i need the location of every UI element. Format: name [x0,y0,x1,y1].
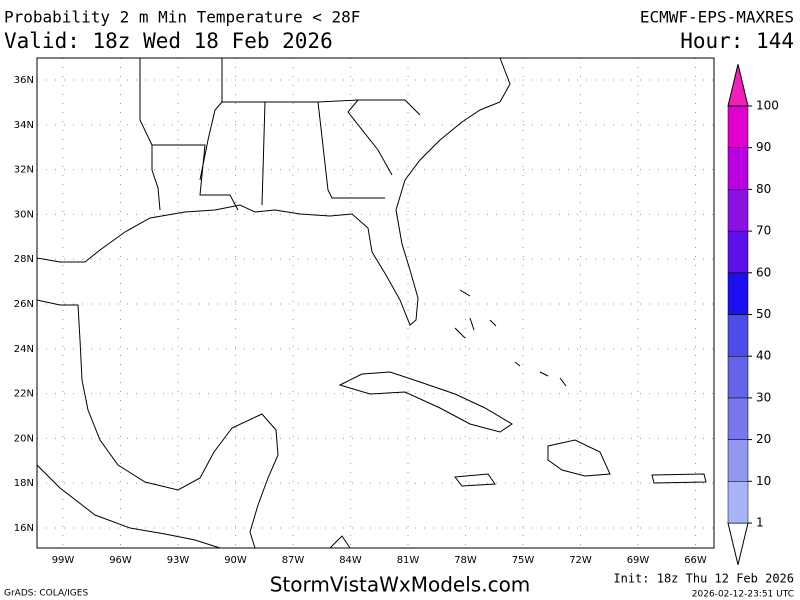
colorbar-segment [727,105,749,148]
lat-label: 22N [14,389,34,400]
lat-label: 16N [14,523,34,534]
colorbar-low-triangle [727,522,749,565]
colorbar-segment [727,314,749,357]
colorbar-tick-label: 10 [756,474,771,488]
coastlines [36,57,707,549]
lat-label: 32N [14,165,34,176]
colorbar-tick-label: 90 [756,140,771,154]
lon-label: 72W [569,555,592,566]
grads-credit: GrADS: COLA/IGES [4,589,88,599]
site-name: StormVistaWxModels.com [270,573,531,597]
colorbar-segment [727,481,749,524]
lon-label: 66W [684,555,707,566]
lon-label: 78W [454,555,477,566]
valid-time: Valid: 18z Wed 18 Feb 2026 [4,29,333,53]
colorbar-tick-label: 70 [756,224,771,238]
colorbar-tick-label: 50 [756,307,771,321]
lat-label: 20N [14,433,34,444]
colorbar-segment [727,439,749,482]
title: Probability 2 m Min Temperature < 28F [4,8,360,27]
colorbar-segment [727,355,749,399]
timestamp: 2026-02-12-23:51 UTC [692,590,794,600]
forecast-hour: Hour: 144 [680,29,794,53]
lon-label: 90W [224,555,247,566]
lat-label: 18N [14,478,34,489]
map-frame [36,57,715,549]
lon-label: 96W [109,555,132,566]
colorbar-segment [727,189,749,232]
init-time: Init: 18z Thu 12 Feb 2026 [613,572,794,586]
colorbar-segment [727,230,749,274]
colorbar-high-triangle [727,64,749,107]
lat-label: 30N [14,209,34,220]
colorbar-tick-label: 40 [756,349,771,363]
lon-label: 81W [397,555,420,566]
graticule [37,58,714,548]
colorbar-segment [727,272,749,315]
lat-label: 34N [14,120,34,131]
lon-label: 93W [167,555,190,566]
colorbar-tick-label: 20 [756,432,771,446]
colorbar-tick-label: 100 [756,99,779,113]
colorbar-tick-label: 1 [756,516,764,530]
lat-label: 28N [14,254,34,265]
lat-label: 26N [14,299,34,310]
lat-label: 36N [14,75,34,86]
colorbar-tick-label: 60 [756,265,771,279]
colorbar-segment [727,397,749,440]
lon-label: 87W [282,555,305,566]
lon-label: 99W [52,555,75,566]
colorbar-segment [727,147,749,190]
model-name: ECMWF-EPS-MAXRES [640,8,794,27]
colorbar-tick-label: 80 [756,182,771,196]
lon-label: 75W [512,555,535,566]
colorbar-tick-label: 30 [756,390,771,404]
lon-label: 84W [339,555,362,566]
lat-label: 24N [14,344,34,355]
colorbar: 1 10 20 30 40 50 60 70 80 90 100 [727,64,779,565]
lon-label: 69W [627,555,650,566]
